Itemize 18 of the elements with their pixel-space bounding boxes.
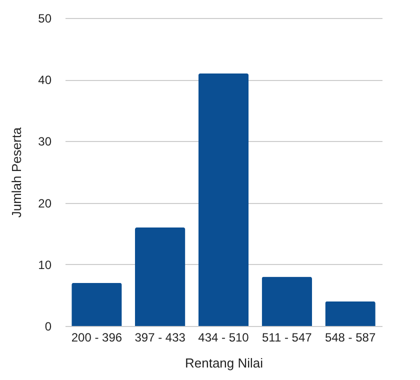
y-tick-label: 30: [38, 134, 52, 149]
x-tick-label: 434 - 510: [198, 330, 250, 344]
x-tick-label: 200 - 396: [71, 330, 122, 344]
y-axis-title: Jumlah Peserta: [9, 126, 24, 218]
bar: [72, 282, 122, 326]
x-tick-label: 397 - 433: [134, 330, 186, 344]
x-tick-label: 548 - 587: [324, 330, 376, 344]
y-tick-label: 10: [38, 258, 52, 272]
y-tick-label: 0: [44, 320, 52, 334]
y-tick-label: 40: [38, 73, 52, 88]
bar: [198, 73, 249, 326]
x-axis-title: Rentang Nilai: [184, 356, 264, 370]
y-tick-label: 50: [38, 12, 52, 26]
x-tick-label: 511 - 547: [262, 330, 312, 344]
bar: [134, 227, 186, 326]
bar: [325, 301, 376, 326]
bar: [262, 276, 312, 326]
y-tick-label: 20: [38, 196, 52, 210]
